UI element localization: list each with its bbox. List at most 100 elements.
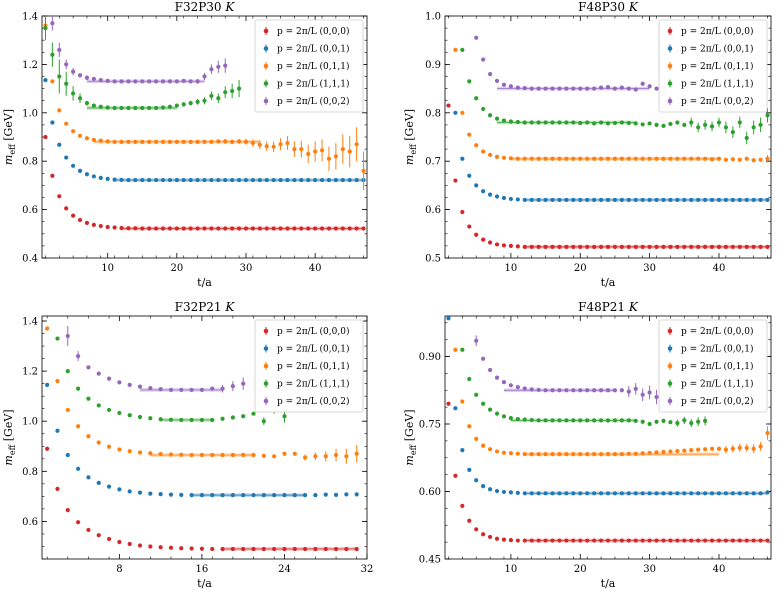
data-point	[723, 491, 729, 496]
y-tick-label: 0.60	[419, 487, 441, 498]
data-point	[557, 452, 562, 457]
legend-label: p = 2π/L (0,1,1)	[277, 361, 349, 372]
data-point	[257, 142, 262, 147]
data-point	[251, 546, 256, 552]
data-point	[737, 445, 742, 450]
data-point	[77, 96, 83, 101]
data-point	[119, 177, 124, 182]
data-point	[529, 197, 534, 203]
data-point	[709, 446, 715, 451]
data-point	[598, 120, 604, 125]
data-point	[723, 157, 729, 162]
data-point	[689, 538, 694, 543]
x-axis-label: t/a	[197, 577, 212, 590]
data-point	[220, 452, 225, 458]
legend-entry: p = 2π/L (0,1,1)	[263, 61, 349, 72]
data-point	[181, 78, 186, 83]
data-point	[453, 178, 458, 183]
data-point	[282, 493, 287, 498]
legend-label: p = 2π/L (0,0,1)	[681, 344, 753, 355]
data-point	[292, 177, 297, 183]
data-point	[272, 454, 277, 459]
data-point	[160, 226, 166, 231]
data-point	[605, 197, 611, 203]
data-point	[682, 122, 687, 127]
data-point	[86, 365, 91, 370]
chart-panel-1: 10 20 30 40 0.4 0.6 0.8 1.0 1.2 1.4 F32P30 K t/a mef…	[2, 0, 368, 289]
x-tick-label: 32	[361, 564, 374, 575]
data-point	[703, 156, 708, 161]
data-point	[50, 79, 55, 84]
data-point	[460, 503, 465, 508]
data-point	[257, 177, 262, 183]
legend-label: p = 2π/L (1,1,1)	[681, 79, 753, 90]
data-point	[65, 508, 70, 513]
data-point	[282, 451, 287, 456]
data-point	[65, 333, 70, 339]
data-point	[765, 113, 770, 118]
data-point	[354, 177, 359, 183]
data-point	[682, 491, 687, 496]
data-point	[703, 418, 708, 423]
data-point	[487, 534, 493, 540]
data-point	[696, 491, 701, 496]
data-point	[117, 410, 122, 416]
data-point	[626, 451, 631, 456]
data-point	[557, 491, 562, 496]
data-point	[243, 139, 249, 144]
legend-label: p = 2π/L (1,1,1)	[681, 379, 753, 390]
data-point	[737, 120, 742, 125]
data-point	[202, 226, 207, 231]
data-point	[578, 491, 583, 496]
data-point	[640, 197, 645, 203]
data-point	[98, 104, 103, 109]
data-point	[148, 386, 153, 391]
data-point	[550, 244, 555, 249]
series-5	[474, 335, 680, 405]
data-point	[730, 538, 735, 543]
data-point	[140, 105, 145, 111]
data-point	[119, 139, 124, 144]
data-point	[515, 197, 520, 202]
data-point	[675, 421, 680, 426]
data-point	[106, 376, 112, 381]
data-point	[515, 538, 520, 543]
data-point	[612, 418, 618, 423]
data-point	[619, 85, 624, 90]
data-point	[71, 69, 76, 74]
x-axis-label: t/a	[601, 276, 616, 289]
data-point	[508, 156, 513, 161]
data-point	[220, 386, 225, 391]
data-point	[494, 194, 500, 199]
data-point	[508, 490, 513, 495]
data-point	[230, 139, 235, 144]
data-point	[682, 418, 687, 423]
data-point	[323, 546, 328, 552]
data-point	[106, 444, 112, 449]
y-tick-label: 0.8	[425, 108, 441, 119]
data-point	[723, 447, 729, 452]
data-point	[230, 415, 235, 420]
legend-marker	[263, 398, 269, 404]
data-point	[76, 386, 81, 391]
data-point	[723, 538, 729, 543]
legend-label: p = 2π/L (0,0,1)	[277, 344, 349, 355]
data-point	[703, 244, 708, 249]
y-axis-label: meff [GeV]	[2, 109, 17, 165]
data-point	[127, 382, 132, 387]
y-tick-label: 0.90	[419, 352, 441, 363]
series-1	[45, 446, 359, 552]
x-tick-label: 30	[643, 564, 656, 575]
data-point	[223, 90, 228, 95]
data-point	[487, 447, 493, 452]
data-point	[487, 192, 493, 197]
data-point	[306, 151, 311, 157]
legend-label: p = 2π/L (0,0,2)	[277, 96, 349, 107]
data-point	[77, 217, 83, 223]
legend-label: p = 2π/L (0,0,0)	[681, 326, 753, 337]
data-point	[147, 79, 152, 84]
data-point	[181, 102, 186, 107]
data-point	[64, 155, 69, 160]
data-point	[98, 175, 103, 180]
y-tick-label: 0.9	[425, 60, 441, 71]
